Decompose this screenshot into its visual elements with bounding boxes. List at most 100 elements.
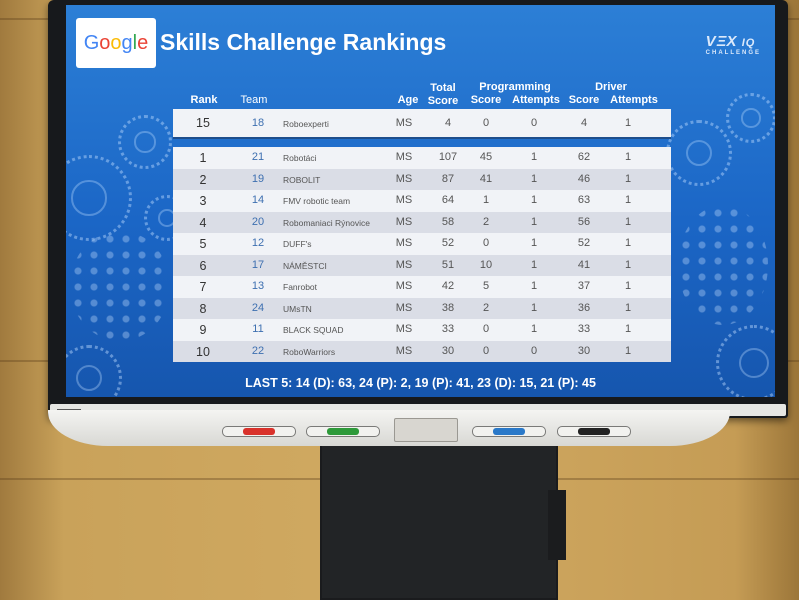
- driver-score-cell: 33: [577, 323, 591, 335]
- driver-attempts-cell: 1: [624, 258, 632, 271]
- driver-attempts-cell: 1: [624, 301, 632, 314]
- gear-decoration: [678, 205, 768, 325]
- total-score-cell: 107: [438, 151, 458, 163]
- programming-attempts-cell: 0: [530, 344, 538, 357]
- driver-score-cell: 46: [577, 172, 591, 185]
- programming-score-cell: 0: [482, 117, 490, 129]
- red-pen[interactable]: [222, 426, 296, 437]
- gear-decoration: [666, 120, 732, 186]
- total-score-cell: 58: [441, 215, 455, 228]
- programming-score-cell: 41: [479, 172, 493, 185]
- gear-decoration: [716, 325, 775, 397]
- programming-attempts-cell: 1: [530, 194, 538, 206]
- age-cell: MS: [395, 280, 413, 292]
- rank-cell: 7: [199, 280, 207, 294]
- driver-attempts-cell: 1: [624, 194, 632, 206]
- programming-score-cell: 10: [479, 258, 493, 271]
- gear-decoration: [66, 345, 122, 397]
- age-cell: MS: [395, 301, 413, 314]
- programming-attempts-cell: 1: [530, 151, 538, 163]
- pen-color-band: [578, 428, 610, 435]
- blue-pen[interactable]: [472, 426, 546, 437]
- programming-attempts-cell: 1: [530, 237, 538, 249]
- programming-attempts-cell: 1: [530, 301, 538, 314]
- programming-attempts-cell: 1: [530, 258, 538, 271]
- team-number-cell: 24: [251, 301, 265, 314]
- total-score-cell: 64: [441, 194, 455, 206]
- team-name-cell: DUFF's: [283, 239, 312, 249]
- table-row: 3 14 FMV robotic team MS 64 1 1 63 1: [173, 190, 671, 212]
- age-cell: MS: [395, 237, 413, 249]
- team-name-cell: BLACK SQUAD: [283, 325, 344, 335]
- team-name-cell: ROBOLIT: [283, 174, 321, 185]
- header-total-score: Total Score: [427, 82, 459, 107]
- highlight-row: 15 18 Roboexperti MS 4 0 0 4 1: [173, 109, 671, 137]
- pen-color-band: [327, 428, 359, 435]
- header-drv-attempts: Attempts: [610, 94, 658, 106]
- driver-attempts-cell: 1: [624, 172, 632, 185]
- rank-cell: 5: [199, 237, 207, 251]
- programming-score-cell: 0: [482, 323, 490, 335]
- table-row: 7 13 Fanrobot MS 42 5 1 37 1: [173, 276, 671, 298]
- table-row: 6 17 NÁMĚSTCI MS 51 10 1 41 1: [173, 254, 671, 276]
- pen-color-band: [243, 428, 275, 435]
- age-cell: MS: [395, 323, 413, 335]
- gear-decoration: [70, 231, 170, 341]
- rank-cell: 15: [196, 116, 210, 130]
- age-cell: MS: [395, 215, 413, 228]
- rankings-table: 1 21 Robotáci MS 107 45 1 62 1 2 19 ROBOLIT MS 87 41 1 4…: [173, 147, 671, 362]
- table-row: 4 20 Robomaniaci Rýnovice MS 58 2 1 56 1: [173, 211, 671, 233]
- age-cell: MS: [395, 172, 413, 185]
- team-name-cell: UMsTN: [283, 303, 312, 314]
- pen-color-band: [493, 428, 525, 435]
- driver-score-cell: 4: [580, 117, 588, 129]
- age-cell: MS: [395, 344, 413, 357]
- programming-score-cell: 2: [482, 301, 490, 314]
- rank-cell: 1: [199, 151, 207, 165]
- rank-cell: 2: [199, 172, 207, 187]
- driver-attempts-cell: 1: [624, 280, 632, 292]
- driver-attempts-cell: 1: [624, 215, 632, 228]
- green-pen[interactable]: [306, 426, 380, 437]
- driver-attempts-cell: 1: [624, 237, 632, 249]
- programming-score-cell: 45: [479, 151, 493, 163]
- programming-attempts-cell: 1: [530, 215, 538, 228]
- programming-score-cell: 1: [482, 194, 490, 206]
- team-name-cell: Robomaniaci Rýnovice: [283, 217, 370, 228]
- eraser[interactable]: [394, 418, 458, 442]
- driver-score-cell: 30: [577, 344, 591, 357]
- driver-score-cell: 56: [577, 215, 591, 228]
- header-driver: Driver: [595, 81, 627, 93]
- header-prog-score: Score: [470, 94, 502, 106]
- rank-cell: 3: [199, 194, 207, 208]
- driver-score-cell: 41: [577, 258, 591, 271]
- team-number-cell: 20: [251, 215, 265, 228]
- programming-score-cell: 2: [482, 215, 490, 228]
- highlight-row-container: 15 18 Roboexperti MS 4 0 0 4 1: [173, 109, 671, 137]
- page-title: Skills Challenge Rankings: [160, 29, 447, 55]
- total-score-cell: 51: [441, 258, 455, 271]
- stand-bracket: [548, 490, 566, 560]
- black-pen[interactable]: [557, 426, 631, 437]
- team-number-cell: 19: [251, 172, 265, 185]
- programming-attempts-cell: 1: [530, 323, 538, 335]
- team-number-cell: 11: [252, 323, 264, 335]
- table-row: 9 11 BLACK SQUAD MS 33 0 1 33 1: [173, 319, 671, 341]
- team-number-cell: 14: [251, 194, 265, 206]
- team-name-cell: RoboWarriors: [283, 346, 336, 357]
- gear-decoration: [66, 155, 132, 241]
- total-score-cell: 4: [444, 117, 452, 129]
- team-number-cell: 21: [251, 151, 265, 163]
- header-prog-attempts: Attempts: [512, 94, 560, 106]
- team-name-cell: FMV robotic team: [283, 196, 351, 206]
- driver-score-cell: 36: [577, 301, 591, 314]
- age-cell: MS: [395, 194, 413, 206]
- total-score-cell: 30: [441, 344, 455, 357]
- total-score-cell: 87: [441, 172, 455, 185]
- team-number-cell: 17: [251, 258, 265, 271]
- programming-attempts-cell: 0: [530, 117, 538, 129]
- driver-attempts-cell: 1: [624, 151, 632, 163]
- header-programming: Programming: [479, 81, 551, 93]
- team-name-cell: Fanrobot: [283, 282, 318, 292]
